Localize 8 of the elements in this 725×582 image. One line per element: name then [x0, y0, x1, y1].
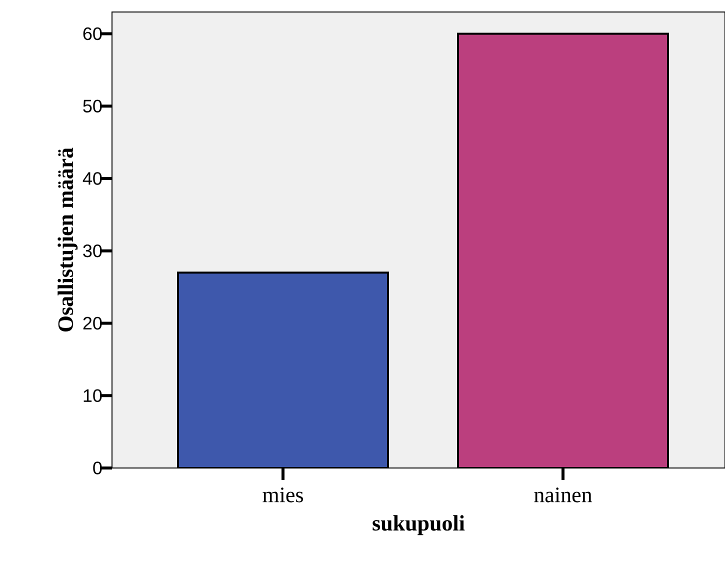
y-tick-label: 60 [83, 27, 102, 40]
y-axis-title: Osallistujien määrä [58, 148, 78, 332]
x-tick-label: nainen [534, 488, 592, 502]
y-tick-label: 20 [83, 316, 102, 330]
x-tick-label: mies [262, 488, 303, 502]
y-tick-label: 30 [83, 244, 102, 258]
y-tick-label: 50 [83, 100, 102, 112]
x-axis-title: sukupuoli [372, 515, 465, 536]
